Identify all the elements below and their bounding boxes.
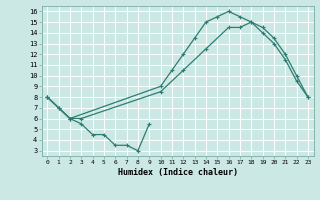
X-axis label: Humidex (Indice chaleur): Humidex (Indice chaleur) bbox=[118, 168, 237, 177]
